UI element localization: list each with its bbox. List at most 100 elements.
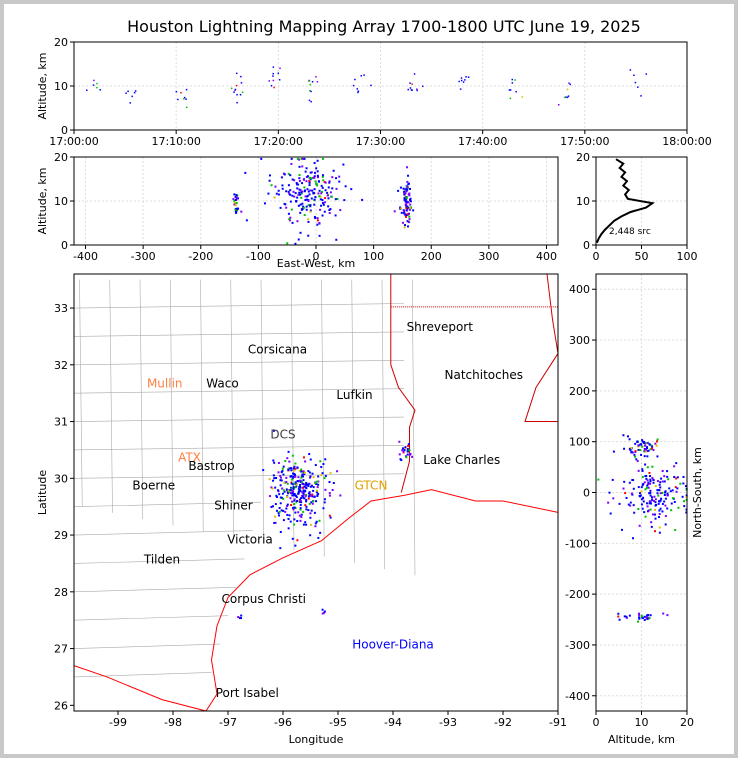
map-source (278, 507, 281, 510)
north-south-source (609, 512, 612, 515)
east-west-source (403, 226, 406, 229)
east-west-source (305, 180, 308, 183)
p4-ytick-label: 28 (54, 586, 68, 599)
east-west-source (307, 218, 310, 221)
p3-ytick-label: 0 (583, 239, 590, 252)
east-west-source (280, 176, 283, 179)
p5-ytick-label: 300 (569, 334, 590, 347)
north-south-source (651, 499, 654, 502)
map-source (294, 467, 297, 470)
east-west-source (316, 219, 319, 222)
north-south-source (653, 495, 656, 498)
east-west-source (290, 162, 293, 165)
time-height-source (279, 67, 281, 70)
north-south-source (639, 494, 642, 497)
map-source (281, 492, 284, 495)
east-west-source (319, 208, 322, 211)
county-line (169, 279, 174, 526)
north-south-source (636, 441, 639, 444)
north-south-source (646, 484, 649, 487)
east-west-source (318, 234, 321, 237)
time-height-source (633, 74, 635, 77)
east-west-source (312, 176, 315, 179)
map-source (289, 497, 292, 500)
time-height-source (416, 89, 418, 92)
east-west-source (323, 210, 326, 213)
p2-ylabel: Altitude, km (36, 167, 49, 234)
map-source (302, 523, 305, 526)
east-west-source (327, 197, 330, 200)
map-source (280, 479, 283, 482)
map-source (285, 476, 288, 479)
time-height-source (183, 98, 185, 100)
map-source (268, 478, 271, 481)
east-west-source (406, 186, 409, 189)
north-south-source (641, 445, 644, 448)
map-source (286, 513, 289, 516)
east-west-source (307, 234, 310, 237)
north-south-source (661, 510, 664, 513)
map-source (275, 509, 278, 512)
east-west-source (316, 174, 319, 177)
map-source (320, 466, 323, 469)
p3-xtick-label: 0 (593, 250, 600, 263)
east-west-source (285, 206, 288, 209)
time-height-source (409, 87, 412, 89)
time-height-source (273, 86, 275, 89)
map-source (302, 470, 305, 473)
time-height-source (357, 91, 359, 94)
map-source (298, 479, 301, 482)
north-south-source (641, 507, 644, 510)
map-source (307, 497, 310, 500)
east-west-source (316, 223, 319, 226)
north-south-source (647, 481, 650, 484)
map-source (302, 491, 305, 494)
map-source (305, 498, 308, 501)
map-source (299, 519, 302, 522)
east-west-source (313, 191, 316, 194)
east-west-source (338, 180, 341, 183)
p2-ytick-label: 20 (54, 151, 68, 164)
north-south-source (647, 616, 650, 619)
time-height-source (96, 86, 98, 89)
north-south-source (633, 455, 636, 458)
east-west-source (338, 175, 341, 178)
north-south-source (657, 494, 660, 497)
map-source (297, 480, 300, 483)
map-source (282, 519, 285, 522)
p1-xtick-label: 17:30:00 (356, 135, 405, 148)
map-source (282, 497, 285, 500)
east-west-source (335, 177, 338, 180)
north-south-source (649, 482, 652, 485)
east-west-source (402, 187, 405, 190)
north-south-source (649, 480, 652, 483)
east-west-source (405, 190, 408, 193)
map-source (281, 470, 284, 473)
time-height-source (316, 81, 319, 83)
map-source (279, 502, 282, 505)
east-west-source (233, 203, 236, 206)
time-height-source (272, 72, 274, 75)
east-west-source (287, 184, 290, 187)
p4-xtick-label: -92 (494, 716, 512, 729)
time-height-source (515, 90, 517, 93)
map-source (331, 488, 334, 491)
map-source (317, 475, 320, 478)
county-line (73, 530, 253, 536)
north-south-source (654, 498, 657, 501)
north-south-source (663, 480, 666, 483)
p3-xtick-label: 50 (635, 250, 649, 263)
map-source (305, 523, 308, 526)
map-source (322, 507, 325, 510)
map-source (270, 505, 273, 508)
north-south-source (654, 485, 657, 488)
map-source (292, 486, 295, 489)
time-height-source (310, 90, 312, 93)
county-line (411, 279, 416, 576)
east-west-source (233, 199, 236, 202)
east-west-source (287, 190, 290, 193)
map-source (308, 493, 311, 496)
east-west-source (295, 182, 298, 185)
map-source (294, 462, 297, 465)
east-west-source (313, 176, 316, 179)
